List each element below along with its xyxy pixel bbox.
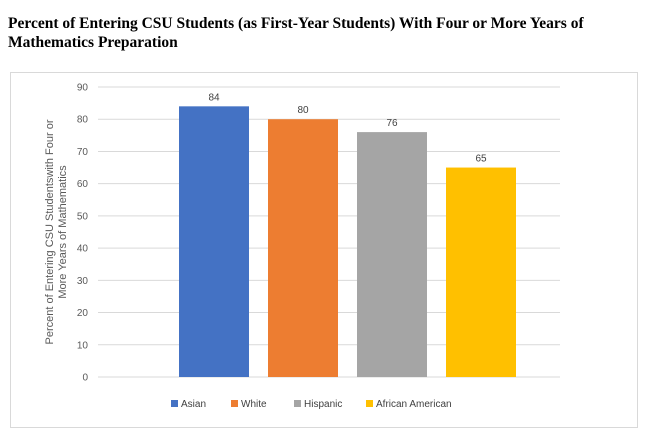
y-tick-label: 0 <box>82 373 88 384</box>
y-tick-label: 30 <box>77 276 89 287</box>
legend-swatch <box>366 400 373 407</box>
y-tick-label: 70 <box>77 147 89 158</box>
data-label: 80 <box>297 105 309 116</box>
bar-hispanic <box>357 132 427 377</box>
y-axis-ticks: 0 10 20 30 40 50 60 70 80 90 <box>77 83 89 384</box>
legend-swatch <box>171 400 178 407</box>
y-tick-label: 50 <box>77 211 89 222</box>
legend-label: White <box>241 399 267 410</box>
data-label: 65 <box>475 154 487 165</box>
legend: Asian White Hispanic African American <box>171 399 452 410</box>
legend-swatch <box>294 400 301 407</box>
y-axis-title: Percent of Entering CSU Studentswith Fou… <box>44 119 69 344</box>
data-label: 84 <box>208 92 220 103</box>
y-tick-label: 20 <box>77 308 89 319</box>
y-axis-title-line: Percent of Entering CSU Studentswith Fou… <box>44 119 56 344</box>
data-labels: 84 80 76 65 <box>208 92 487 164</box>
bar-african-american <box>446 167 516 377</box>
legend-label: Hispanic <box>304 399 342 410</box>
legend-swatch <box>231 400 238 407</box>
y-axis-title-line: More Years of Mathematics <box>57 165 69 299</box>
legend-label: African American <box>376 399 452 410</box>
data-label: 76 <box>386 118 398 129</box>
bars <box>179 106 516 377</box>
bar-white <box>268 119 338 377</box>
y-tick-label: 60 <box>77 179 89 190</box>
legend-label: Asian <box>181 399 206 410</box>
y-tick-label: 90 <box>77 83 89 94</box>
bar-asian <box>179 106 249 377</box>
y-axis-label: Percent of Entering CSU Studentswith Fou… <box>44 119 69 344</box>
y-tick-label: 80 <box>77 115 89 126</box>
y-tick-label: 10 <box>77 340 89 351</box>
y-tick-label: 40 <box>77 244 89 255</box>
chart-title: Percent of Entering CSU Students (as Fir… <box>8 15 584 51</box>
